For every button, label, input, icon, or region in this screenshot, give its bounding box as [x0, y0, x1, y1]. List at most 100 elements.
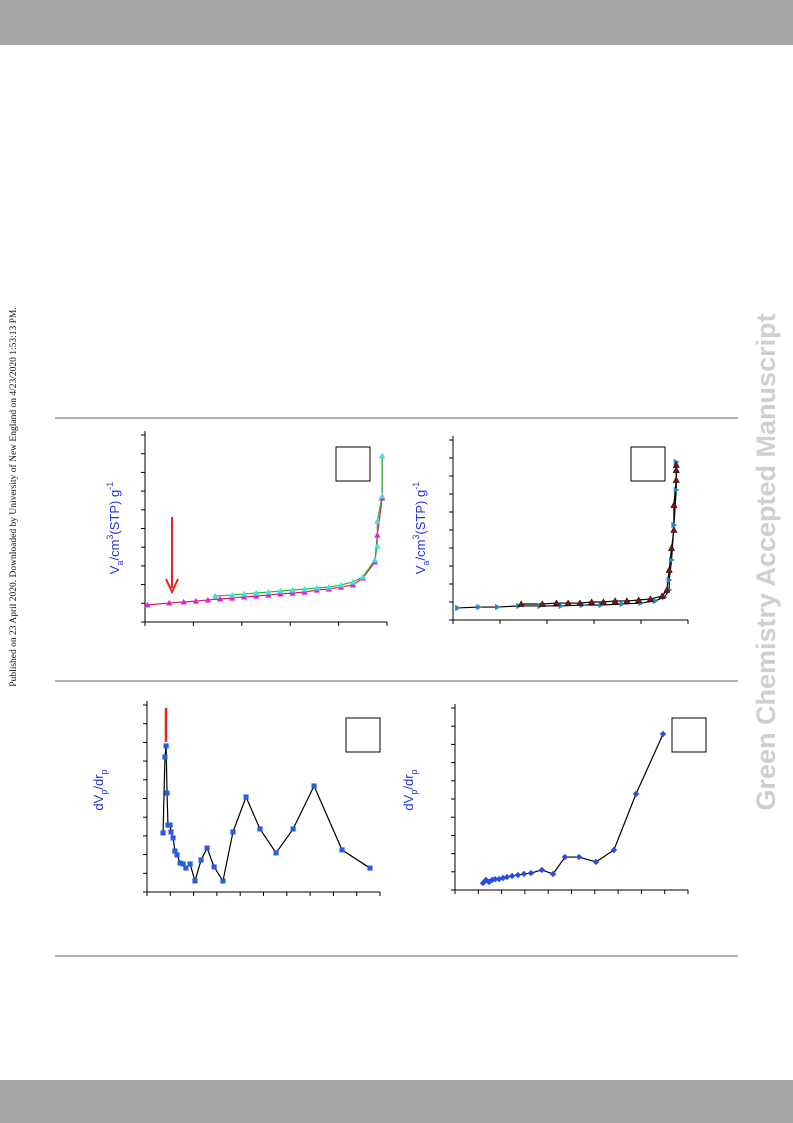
series-line — [147, 455, 383, 606]
data-point — [455, 604, 461, 612]
y-axis-label-part: /dr — [401, 774, 416, 790]
data-point — [339, 847, 345, 853]
data-point — [277, 587, 284, 594]
data-point — [520, 870, 528, 878]
data-point — [668, 556, 675, 564]
top-bar — [0, 0, 793, 45]
y-axis-label-part: (STP) g — [107, 490, 122, 535]
data-point — [168, 829, 174, 835]
legend-box — [630, 446, 666, 482]
data-point — [672, 476, 680, 483]
data-point — [198, 857, 204, 863]
data-point — [378, 492, 386, 499]
data-point — [241, 593, 248, 600]
y-axis-label-part: a — [421, 561, 431, 566]
data-point — [658, 592, 666, 599]
legend-box — [335, 446, 371, 482]
data-point — [673, 486, 680, 494]
data-point — [337, 581, 345, 588]
data-point — [349, 578, 357, 585]
data-point — [588, 598, 596, 605]
data-point — [592, 858, 600, 866]
y-axis-label-part: /cm — [107, 540, 122, 561]
data-point — [166, 599, 173, 606]
data-point — [211, 864, 217, 870]
data-point — [517, 600, 525, 607]
y-axis-label: Va/cm3(STP) g-1 — [105, 482, 125, 574]
data-point — [374, 542, 381, 549]
data-point — [564, 599, 572, 606]
y-axis-label-part: dV — [401, 794, 416, 810]
data-point — [349, 581, 357, 588]
data-point — [552, 599, 561, 606]
data-point — [611, 597, 619, 604]
data-point — [561, 853, 569, 861]
legend-box — [345, 717, 381, 753]
data-point — [180, 598, 187, 605]
data-point — [253, 592, 260, 599]
arrow — [165, 517, 179, 595]
y-axis-label-part: V — [413, 565, 428, 574]
data-point — [164, 790, 170, 796]
data-point — [485, 878, 493, 886]
data-point — [162, 754, 168, 760]
data-point — [610, 846, 618, 854]
y-axis-label-part: (STP) g — [413, 490, 428, 535]
data-point — [670, 501, 678, 508]
series-line — [215, 455, 383, 597]
data-point — [325, 583, 333, 590]
data-point — [253, 589, 260, 596]
data-point — [301, 585, 308, 592]
data-point — [378, 452, 386, 459]
data-point — [160, 830, 166, 836]
data-point — [216, 595, 224, 602]
data-point — [230, 829, 236, 835]
data-point — [558, 602, 565, 610]
data-point — [170, 835, 176, 841]
data-point — [514, 871, 522, 879]
data-point — [359, 573, 366, 580]
series-line — [457, 461, 677, 609]
y-axis-label-part: p — [409, 790, 419, 795]
data-point — [598, 601, 605, 609]
data-point — [290, 826, 296, 832]
data-point — [503, 873, 511, 881]
y-axis-label-part: 3 — [411, 535, 421, 540]
data-point — [635, 596, 643, 603]
data-point — [204, 596, 212, 603]
y-axis-label-part: /dr — [91, 774, 106, 790]
data-point — [666, 576, 673, 584]
data-point — [374, 531, 381, 538]
data-point — [311, 783, 317, 789]
y-axis-label-part: a — [115, 561, 125, 566]
data-point — [289, 589, 296, 596]
side-note: Published on 23 April 2020. Downloaded b… — [8, 307, 19, 686]
data-point — [167, 822, 173, 828]
data-point — [371, 556, 379, 563]
data-point — [476, 603, 483, 611]
y-axis-label-part: -1 — [411, 482, 421, 490]
data-point — [670, 526, 678, 533]
data-point — [211, 592, 219, 599]
y-axis-label-part: V — [107, 565, 122, 574]
data-point — [495, 875, 503, 883]
data-point — [220, 878, 226, 884]
y-axis-label: dVp/drp — [401, 769, 419, 810]
data-point — [632, 790, 640, 798]
legend-box — [671, 717, 707, 753]
y-axis-label-part: -1 — [105, 482, 115, 490]
data-point — [265, 591, 272, 598]
series-line — [482, 733, 664, 884]
data-point — [599, 598, 608, 605]
data-point — [527, 869, 535, 877]
data-point — [619, 600, 626, 608]
data-point — [228, 594, 236, 601]
series-line — [162, 745, 371, 884]
data-point — [192, 878, 198, 884]
data-point — [671, 521, 678, 529]
data-point — [672, 466, 680, 473]
data-point — [367, 865, 373, 871]
data-point — [163, 743, 169, 749]
